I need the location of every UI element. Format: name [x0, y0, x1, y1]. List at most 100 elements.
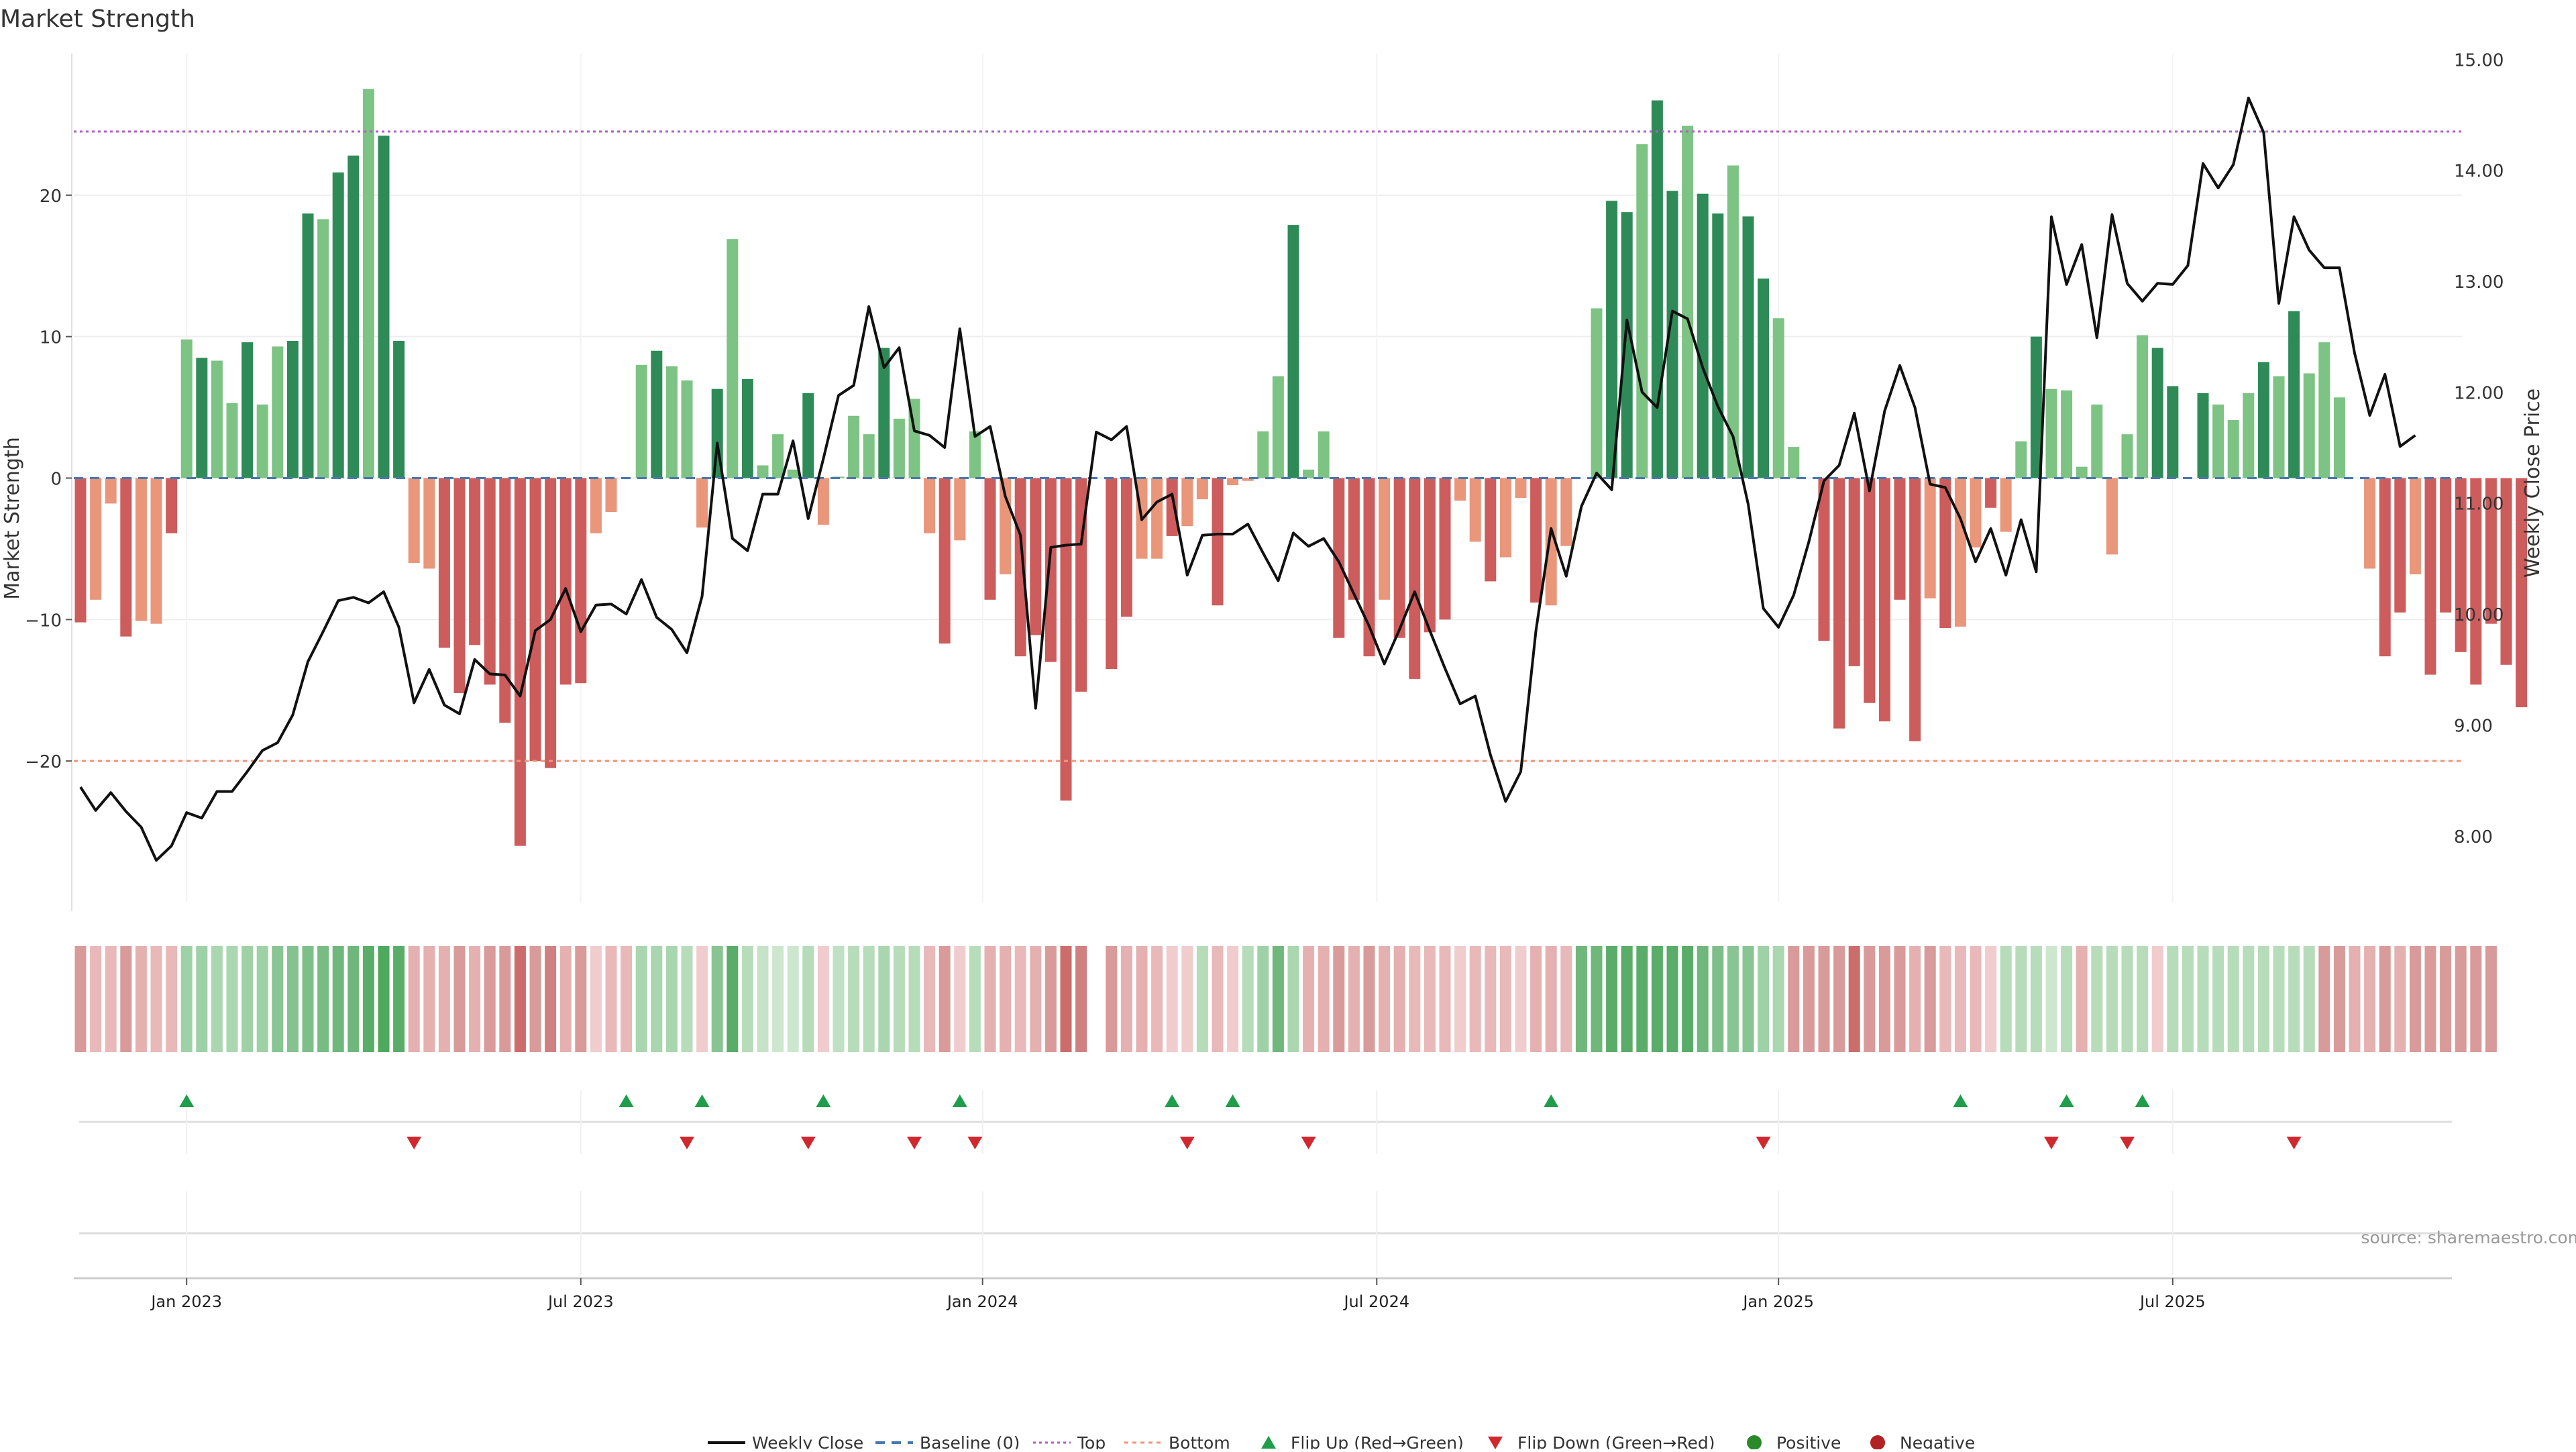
- heat-strip: [75, 946, 2497, 1052]
- heat-cell: [2031, 946, 2042, 1052]
- heat-cell: [1045, 946, 1057, 1052]
- left-axis-label: Market Strength: [1, 437, 24, 599]
- strength-bar: [575, 478, 586, 684]
- heat-cell: [1682, 946, 1693, 1052]
- heat-cell: [1500, 946, 1511, 1052]
- heat-cell: [257, 946, 268, 1052]
- heat-cell: [272, 946, 283, 1052]
- heat-cell: [454, 946, 466, 1052]
- strength-bar: [696, 478, 708, 528]
- heat-cell: [1530, 946, 1542, 1052]
- heat-cell: [1181, 946, 1193, 1052]
- strength-bar: [530, 478, 541, 762]
- legend-label: Baseline (0): [920, 1433, 1020, 1449]
- heat-cell: [484, 946, 496, 1052]
- heat-cell: [1242, 946, 1254, 1052]
- strength-bar: [757, 466, 769, 478]
- heat-cell: [2258, 946, 2269, 1052]
- heat-cell: [1197, 946, 1208, 1052]
- strength-bar: [1121, 478, 1132, 617]
- flip-down-marker: [680, 1137, 694, 1149]
- heat-cell: [2212, 946, 2224, 1052]
- strength-bar: [1348, 478, 1360, 600]
- strength-bar: [1985, 478, 1996, 508]
- heat-cell: [166, 946, 177, 1052]
- heat-cell: [1833, 946, 1845, 1052]
- strength-bar: [1819, 478, 1830, 641]
- strength-bar: [469, 478, 480, 645]
- strength-bar: [1045, 478, 1057, 662]
- legend-label: Top: [1077, 1433, 1106, 1449]
- heat-cell: [1803, 946, 1815, 1052]
- heat-cell: [2394, 946, 2406, 1052]
- heat-cell: [1379, 946, 1390, 1052]
- strength-bar: [227, 403, 238, 478]
- heat-cell: [2349, 946, 2361, 1052]
- strength-bar: [1909, 478, 1921, 741]
- heat-cell: [2091, 946, 2102, 1052]
- heat-cell: [1515, 946, 1527, 1052]
- heat-cell: [393, 946, 405, 1052]
- heat-cell: [333, 946, 344, 1052]
- legend-item: Top: [1033, 1433, 1106, 1449]
- heat-cell: [1970, 946, 1982, 1052]
- strength-bar: [1879, 478, 1890, 722]
- heat-cell: [666, 946, 678, 1052]
- legend-positive-icon: [1747, 1435, 1762, 1449]
- strength-bar: [1758, 278, 1769, 478]
- left-tick-label: 0: [50, 470, 62, 490]
- strength-bar: [788, 470, 799, 478]
- strength-bar: [954, 478, 965, 541]
- strength-bar: [120, 478, 131, 637]
- strength-bar: [393, 341, 405, 478]
- heat-cell: [1409, 946, 1420, 1052]
- heat-cell: [1273, 946, 1284, 1052]
- legend-label: Bottom: [1169, 1433, 1230, 1449]
- strength-bar: [439, 478, 450, 648]
- heat-cell: [2061, 946, 2072, 1052]
- heat-cell: [439, 946, 450, 1052]
- strength-bar: [1970, 478, 1982, 548]
- strength-bar: [2015, 442, 2027, 478]
- heat-cell: [1015, 946, 1026, 1052]
- heat-cell: [1894, 946, 1906, 1052]
- right-axis-label: Weekly Close Price: [2521, 388, 2544, 578]
- strength-bar: [211, 361, 223, 478]
- strength-bar: [1743, 216, 1754, 478]
- strength-bar: [287, 341, 299, 478]
- heat-cell: [1560, 946, 1572, 1052]
- heat-cell: [2288, 946, 2300, 1052]
- heat-cell: [2243, 946, 2254, 1052]
- strength-bar: [802, 393, 814, 478]
- strength-bar: [1379, 478, 1390, 600]
- heat-cell: [1121, 946, 1132, 1052]
- strength-bar: [1440, 478, 1451, 620]
- flip-up-marker: [2135, 1094, 2150, 1107]
- strength-bar: [1227, 478, 1238, 486]
- strength-bar: [363, 89, 374, 478]
- heat-cell: [2000, 946, 2012, 1052]
- strength-bar: [484, 478, 496, 685]
- strength-bar: [2228, 420, 2239, 478]
- legend-label: Positive: [1776, 1433, 1841, 1449]
- strength-bar: [2258, 362, 2269, 478]
- heat-cell: [742, 946, 753, 1052]
- strength-bar: [2137, 335, 2148, 478]
- strength-bar: [409, 478, 420, 564]
- heat-cell: [363, 946, 374, 1052]
- heat-cell: [151, 946, 162, 1052]
- strength-bar: [1636, 144, 1648, 478]
- heat-cell: [241, 946, 253, 1052]
- strength-bar: [1181, 478, 1193, 527]
- heat-cell: [2470, 946, 2481, 1052]
- heat-cell: [1227, 946, 1238, 1052]
- strength-bar: [1591, 309, 1603, 478]
- heat-cell: [1030, 946, 1041, 1052]
- heat-cell: [863, 946, 875, 1052]
- heat-cell: [575, 946, 586, 1052]
- heat-cell: [1318, 946, 1330, 1052]
- heat-cell: [530, 946, 541, 1052]
- strength-bar: [2152, 348, 2163, 478]
- heat-cell: [2167, 946, 2178, 1052]
- heat-cell: [1136, 946, 1148, 1052]
